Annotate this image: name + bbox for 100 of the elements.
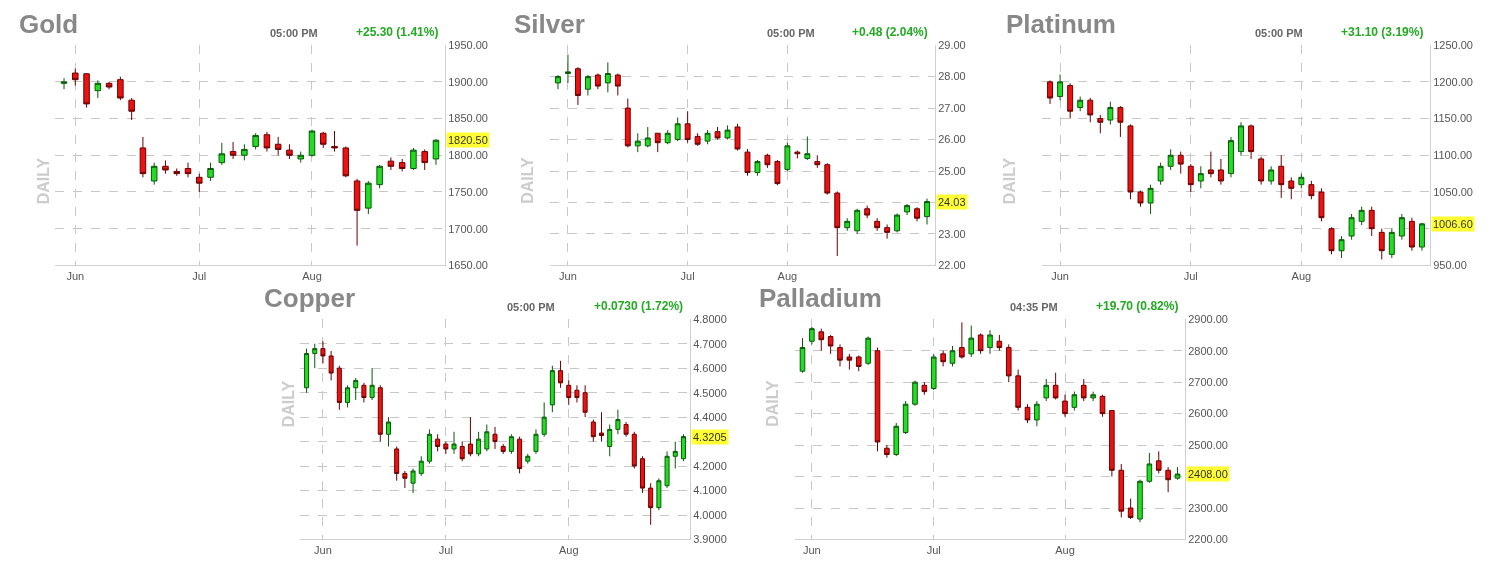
y-tick-label: 1800.00	[448, 149, 488, 162]
candlestick	[1067, 82, 1074, 120]
candlestick	[432, 138, 440, 166]
y-tick-label: 1100.00	[1433, 149, 1473, 162]
candlestick	[1258, 156, 1265, 186]
candlestick	[1408, 217, 1415, 252]
annotation: 4.3205	[693, 431, 727, 443]
candlestick	[574, 384, 580, 403]
candlestick	[1109, 409, 1115, 478]
y-tick-label: 2900.00	[1188, 313, 1228, 326]
candlestick	[604, 61, 611, 93]
candlestick	[827, 334, 834, 355]
candlestick	[694, 132, 701, 147]
text: +31.10 (3.19%)	[1341, 25, 1424, 39]
candlestick	[615, 409, 621, 435]
chart-subtitle: 04:35 PM	[1010, 301, 1058, 313]
candlestick	[714, 126, 721, 141]
candlestick	[361, 382, 367, 403]
candlestick	[1177, 151, 1184, 175]
y-tick-label: 1050.00	[1433, 185, 1473, 198]
candlestick	[353, 178, 361, 247]
y-tick-label: 4.4000	[693, 410, 727, 423]
candlestick	[656, 477, 662, 511]
candlestick	[410, 468, 416, 494]
candlestick	[1165, 466, 1171, 493]
y-tick-label: 2500.00	[1188, 438, 1228, 451]
candlestick	[331, 130, 338, 153]
candlestick	[117, 76, 124, 101]
candlestick	[724, 124, 731, 141]
candlestick	[1398, 213, 1405, 241]
candlestick	[173, 167, 180, 177]
candlestick	[987, 329, 993, 355]
text: +0.48 (2.04%)	[852, 25, 928, 39]
candlestick	[1278, 154, 1285, 199]
candlestick	[1368, 206, 1375, 237]
x-tick-label: Aug	[1055, 543, 1075, 556]
x-tick-label: Aug	[558, 543, 579, 556]
chart-title: Silver	[514, 9, 585, 39]
y-tick-label: 2800.00	[1188, 344, 1228, 357]
candlestick	[874, 217, 881, 232]
candlestick	[734, 123, 741, 152]
y-tick-label: 25.00	[938, 164, 966, 177]
candlestick	[1228, 136, 1234, 178]
candlestick	[1328, 226, 1335, 255]
candlestick	[574, 66, 581, 106]
candlestick	[1298, 173, 1305, 189]
candlestick	[664, 450, 670, 489]
candlestick	[1118, 463, 1125, 518]
candlestick	[328, 350, 334, 381]
candlestick	[402, 470, 408, 489]
y-tick-label: 2700.00	[1188, 376, 1228, 389]
candlestick	[566, 379, 572, 406]
candlestick	[607, 423, 613, 457]
candlestick	[1127, 498, 1134, 520]
candlestick	[241, 143, 248, 161]
chart-title: Palladium	[759, 283, 882, 313]
candlestick	[394, 445, 400, 482]
candlestick	[387, 156, 395, 171]
candlestick	[1419, 222, 1425, 252]
candlestick	[308, 129, 316, 158]
candlestick	[799, 337, 806, 374]
candlestick	[846, 353, 853, 371]
x-tick-label: Jun	[314, 543, 332, 556]
candlestick	[1057, 74, 1064, 101]
x-tick-label: Jun	[1051, 269, 1069, 282]
candlestick	[764, 153, 771, 169]
candlestick	[421, 148, 428, 171]
candlestick	[1174, 466, 1181, 481]
candlestick	[837, 343, 843, 367]
candlestick	[1187, 163, 1194, 193]
annotation: 2408.00	[1188, 468, 1228, 480]
candlestick	[207, 162, 214, 182]
candlestick	[385, 416, 391, 447]
candlestick	[680, 433, 686, 462]
y-tick-label: 23.00	[938, 227, 966, 240]
candlestick	[1155, 450, 1162, 474]
candlestick	[500, 443, 506, 455]
candlestick	[218, 142, 226, 166]
y-tick-label: 26.00	[938, 133, 966, 146]
candlestick	[533, 428, 539, 455]
candlestick	[398, 158, 406, 172]
candlestick	[674, 117, 681, 142]
candlestick	[594, 72, 601, 90]
candlestick	[1043, 378, 1050, 402]
candlestick	[854, 208, 861, 235]
x-tick-label: Jul	[438, 543, 453, 556]
chart-title: Gold	[19, 9, 79, 39]
candlestick	[229, 141, 237, 160]
candlestick	[1137, 479, 1143, 523]
y-tick-label: 2300.00	[1188, 501, 1228, 514]
candlestick	[1047, 79, 1053, 105]
candlestick	[599, 411, 605, 443]
y-tick-label: 1650.00	[448, 259, 488, 272]
candlestick	[930, 353, 937, 391]
candlestick	[418, 455, 424, 477]
candlestick	[263, 131, 271, 153]
candlestick	[884, 444, 890, 459]
x-tick-label: Jun	[803, 543, 821, 556]
candlestick	[297, 151, 304, 164]
candlestick	[1080, 378, 1087, 402]
